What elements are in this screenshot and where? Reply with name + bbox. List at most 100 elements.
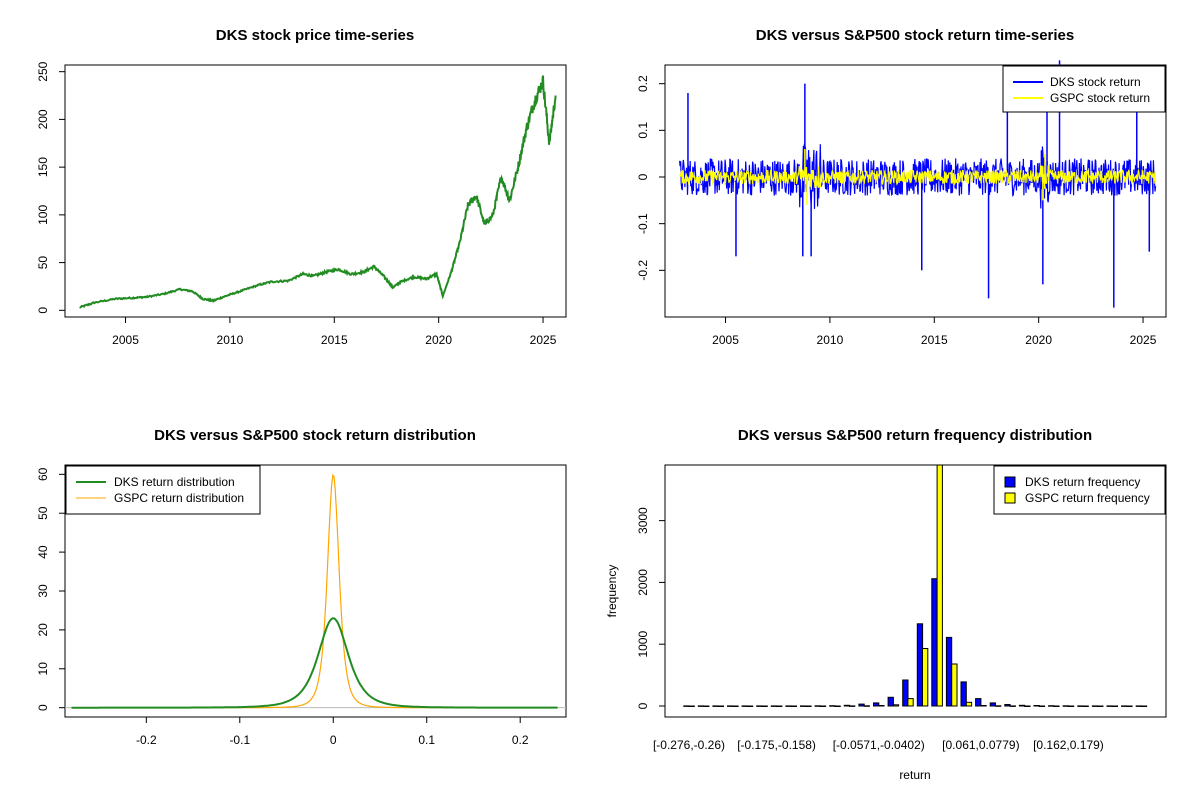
frequency-bar-1 — [849, 705, 856, 707]
frequency-plot-frame — [664, 464, 1167, 718]
frequency-bar-1 — [717, 705, 725, 707]
frequency-bar-1 — [936, 464, 943, 707]
frequency-bar-0 — [1135, 705, 1142, 707]
return-y-axis: -0.2 -0.1 0 0.1 0.2 — [636, 75, 665, 281]
frequency-bar-1 — [805, 705, 812, 707]
frequency-bar-0 — [960, 681, 967, 707]
distribution-y-tick-label: 40 — [36, 545, 50, 559]
frequency-chart-title: DKS versus S&P500 return frequency distr… — [738, 427, 1092, 444]
frequency-bar-0 — [1062, 705, 1069, 707]
frequency-y-tick-label: 1000 — [636, 631, 650, 658]
frequency-bar-1 — [922, 648, 929, 707]
price-y-tick-label: 250 — [36, 61, 50, 81]
price-x-tick-label: 2025 — [530, 333, 557, 347]
frequency-bar-1 — [965, 701, 973, 707]
return-chart-title: DKS versus S&P500 stock return time-seri… — [756, 27, 1074, 44]
frequency-bar-1 — [688, 705, 695, 707]
frequency-bar-0 — [770, 705, 778, 707]
distribution-y-axis: 0 10 20 30 40 50 60 — [36, 467, 65, 711]
frequency-bar-1 — [776, 705, 783, 707]
distribution-legend: DKS return distribution GSPC return dist… — [65, 465, 261, 515]
return-x-tick-label: 2025 — [1130, 333, 1157, 347]
frequency-y-tick-label: 0 — [636, 702, 650, 709]
return-timeseries-panel: DKS versus S&P500 stock return time-seri… — [636, 27, 1167, 347]
return-line-1 — [679, 165, 1157, 190]
return-x-tick-label: 2010 — [817, 333, 844, 347]
legend-label-gspc-distribution: GSPC return distribution — [114, 491, 244, 505]
legend-label-dks-frequency: DKS return frequency — [1025, 475, 1140, 489]
return-plot-frame — [664, 64, 1167, 318]
frequency-x-tick-label: [-0.276,-0.26) — [653, 738, 725, 752]
return-y-tick-label: -0.1 — [636, 213, 650, 234]
frequency-bar-1 — [819, 705, 827, 707]
frequency-bar-0 — [697, 705, 705, 707]
return-distribution-panel: DKS versus S&P500 stock return distribut… — [36, 427, 567, 747]
frequency-bar-0 — [858, 703, 865, 707]
frequency-x-tick-label: [-0.175,-0.158) — [737, 738, 816, 752]
legend-label-gspc-return: GSPC stock return — [1050, 91, 1150, 105]
frequency-bar-0 — [785, 705, 792, 707]
frequency-bar-0 — [1018, 704, 1026, 707]
frequency-bar-1 — [790, 705, 798, 707]
distribution-chart-title: DKS versus S&P500 stock return distribut… — [154, 427, 476, 444]
distribution-y-tick-label: 60 — [36, 467, 50, 481]
return-x-tick-label: 2020 — [1025, 333, 1052, 347]
return-x-tick-label: 2015 — [921, 333, 948, 347]
frequency-bar-0 — [989, 702, 997, 707]
price-y-tick-label: 150 — [36, 157, 50, 177]
return-line-0 — [679, 143, 1157, 209]
frequency-y-axis: 0 1000 2000 3000 — [636, 507, 665, 709]
return-legend: DKS stock return GSPC stock return — [1002, 65, 1166, 113]
frequency-bar-0 — [800, 705, 807, 707]
frequency-bar-0 — [1033, 705, 1040, 707]
frequency-bar-0 — [1106, 705, 1113, 707]
frequency-legend: DKS return frequency GSPC return frequen… — [993, 465, 1166, 515]
legend-label-dks-return: DKS stock return — [1050, 75, 1141, 89]
frequency-bar-1 — [995, 705, 1002, 707]
frequency-bar-1 — [703, 705, 710, 707]
distribution-x-tick-label: 0 — [330, 733, 337, 747]
price-timeseries-panel: DKS stock price time-series 2005 2010 2015… — [36, 27, 567, 347]
price-y-tick-label: 200 — [36, 109, 50, 129]
distribution-legend-box — [65, 465, 261, 515]
frequency-bar-1 — [761, 705, 768, 707]
frequency-bar-1 — [1053, 705, 1060, 707]
distribution-x-axis: -0.2 -0.1 0 0.1 0.2 — [136, 717, 529, 747]
return-x-axis: 2005 2010 2015 2020 2025 — [712, 317, 1157, 347]
frequency-bars — [683, 464, 1148, 707]
price-x-tick-label: 2005 — [112, 333, 139, 347]
distribution-y-tick-label: 50 — [36, 506, 50, 520]
frequency-y-tick-label: 3000 — [636, 507, 650, 534]
frequency-bar-1 — [1024, 705, 1031, 707]
legend-label-gspc-frequency: GSPC return frequency — [1025, 491, 1150, 505]
frequency-bar-1 — [1082, 705, 1089, 707]
frequency-bar-1 — [951, 663, 958, 707]
price-x-axis: 2005 2010 2015 2020 2025 — [112, 317, 557, 347]
frequency-bar-1 — [980, 705, 987, 707]
price-y-axis: 0 50 100 150 200 250 — [36, 61, 65, 314]
frequency-bar-0 — [1077, 705, 1084, 707]
frequency-bar-0 — [712, 705, 719, 707]
frequency-legend-box — [993, 465, 1166, 515]
frequency-bar-0 — [741, 705, 748, 707]
return-y-tick-label: 0 — [636, 173, 650, 180]
frequency-bar-1 — [732, 705, 739, 707]
frequency-bar-1 — [1067, 705, 1075, 707]
frequency-x-axis-label: return — [899, 768, 930, 782]
price-x-tick-label: 2020 — [425, 333, 452, 347]
price-plot-frame — [64, 64, 567, 318]
return-y-tick-label: 0.2 — [636, 75, 650, 92]
frequency-bar-1 — [1126, 705, 1133, 707]
frequency-bar-0 — [975, 698, 982, 707]
frequency-x-axis: [-0.276,-0.26) [-0.175,-0.158) [-0.0571,-0… — [653, 738, 1104, 752]
distribution-y-tick-label: 30 — [36, 584, 50, 598]
frequency-bar-1 — [878, 705, 885, 707]
frequency-bar-0 — [902, 679, 909, 707]
price-y-tick-label: 100 — [36, 205, 50, 225]
distribution-y-tick-label: 10 — [36, 662, 50, 676]
frequency-bar-1 — [907, 698, 914, 707]
return-frequency-panel: DKS versus S&P500 return frequency distr… — [605, 427, 1167, 782]
frequency-bar-0 — [916, 623, 924, 707]
